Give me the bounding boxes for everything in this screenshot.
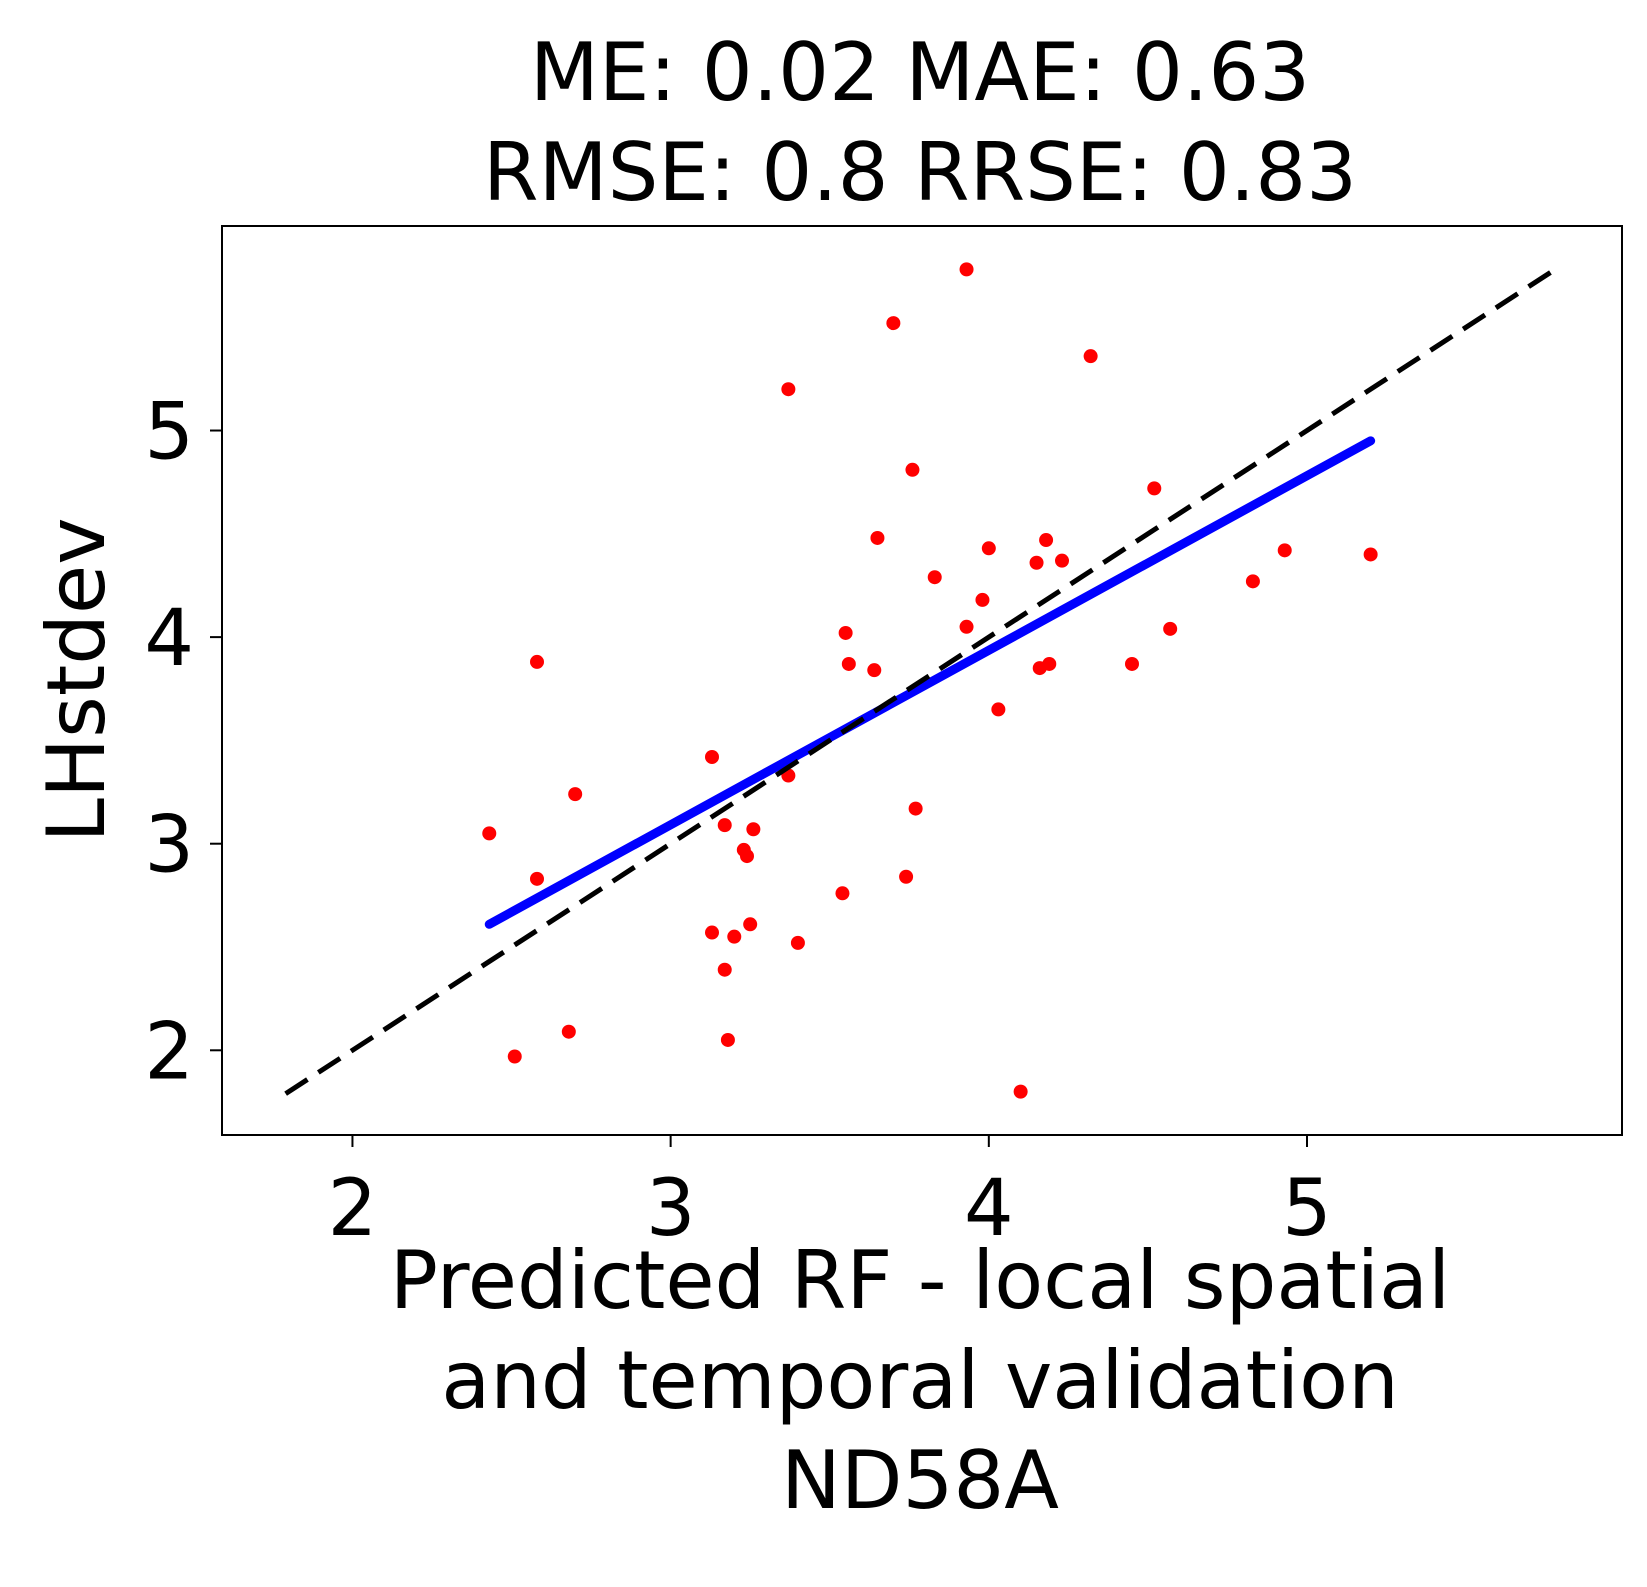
data-point [1277, 543, 1292, 558]
data-point [717, 818, 732, 833]
data-point [927, 570, 942, 585]
data-point [991, 702, 1006, 717]
data-point [1125, 656, 1139, 671]
data-point [1055, 553, 1069, 568]
data-point [1083, 349, 1098, 364]
y-tick-label: 4 [144, 594, 194, 684]
data-point [743, 917, 758, 932]
data-point [870, 530, 885, 545]
y-tick-label: 3 [144, 801, 194, 891]
regression-line [484, 436, 1376, 929]
data-point [482, 826, 497, 841]
data-point [975, 592, 990, 607]
y-tick-label: 5 [144, 388, 194, 478]
data-point [746, 822, 761, 837]
data-point [717, 962, 732, 977]
data-point [908, 801, 923, 816]
data-point [1147, 481, 1162, 496]
x-tick-label: 3 [646, 1164, 696, 1254]
x-tick-label: 2 [328, 1164, 378, 1254]
x-axis-label: Predicted RF - local spatial and tempora… [390, 1234, 1450, 1527]
data-point [507, 1049, 522, 1064]
data-point [720, 1032, 735, 1047]
data-point [568, 787, 583, 802]
data-point [867, 663, 882, 678]
identity-line [284, 265, 1560, 1096]
data-point [1363, 547, 1378, 562]
y-axis-label: LHstdev [30, 517, 123, 842]
data-point [959, 262, 974, 277]
data-point [959, 619, 974, 634]
data-point [530, 871, 544, 886]
data-point [905, 462, 920, 477]
data-point [1029, 555, 1044, 570]
data-point [781, 382, 796, 397]
x-axis-label-line-3: ND58A [781, 1434, 1059, 1527]
data-point [886, 316, 901, 331]
data-point [1039, 533, 1054, 548]
plot-frame [221, 225, 1623, 1136]
data-point [530, 654, 544, 669]
data-point [740, 849, 754, 864]
x-tick-label: 5 [1282, 1164, 1332, 1254]
data-point [1013, 1084, 1028, 1099]
y-axis: 2 3 4 5 [144, 388, 222, 1097]
chart-title-line-2: RMSE: 0.8 RRSE: 0.83 [483, 126, 1357, 219]
data-point [838, 625, 853, 640]
data-point [899, 869, 914, 884]
data-point [981, 541, 996, 556]
data-point [727, 929, 742, 944]
chart-title-line-1: ME: 0.02 MAE: 0.63 [530, 26, 1310, 119]
plot-area [284, 262, 1560, 1099]
data-point [705, 925, 719, 940]
data-point [1163, 621, 1178, 636]
data-point [790, 935, 805, 950]
data-point [841, 656, 856, 671]
chart-title: ME: 0.02 MAE: 0.63 RMSE: 0.8 RRSE: 0.83 [483, 26, 1357, 219]
data-point [705, 749, 719, 764]
y-tick-label: 2 [144, 1007, 194, 1097]
data-point [835, 886, 850, 901]
x-axis-label-line-2: and temporal validation [441, 1334, 1399, 1427]
data-point [561, 1024, 576, 1039]
x-axis-label-line-1: Predicted RF - local spatial [390, 1234, 1450, 1327]
x-axis: 2 3 4 5 [328, 1135, 1332, 1254]
data-point [1245, 574, 1260, 589]
data-point [1042, 656, 1057, 671]
x-tick-label: 4 [964, 1164, 1014, 1254]
